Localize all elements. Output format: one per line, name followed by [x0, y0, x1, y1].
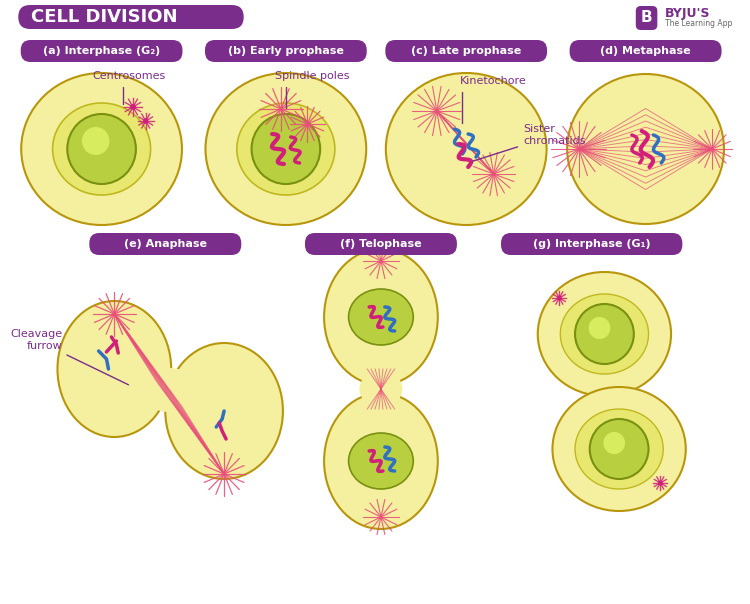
Circle shape — [130, 104, 136, 110]
Ellipse shape — [538, 272, 671, 396]
FancyBboxPatch shape — [205, 40, 367, 62]
FancyBboxPatch shape — [501, 233, 682, 255]
Text: (g) Interphase (G₁): (g) Interphase (G₁) — [532, 239, 650, 249]
Ellipse shape — [560, 294, 649, 374]
Circle shape — [557, 296, 562, 300]
Ellipse shape — [359, 371, 403, 407]
Text: (c) Late prophase: (c) Late prophase — [411, 46, 521, 56]
Circle shape — [251, 114, 320, 184]
FancyBboxPatch shape — [569, 40, 722, 62]
Text: (e) Anaphase: (e) Anaphase — [124, 239, 207, 249]
Circle shape — [575, 304, 634, 364]
Ellipse shape — [349, 433, 413, 489]
Text: Centrosomes: Centrosomes — [92, 71, 166, 104]
Circle shape — [604, 433, 624, 453]
Text: B: B — [640, 10, 652, 25]
FancyBboxPatch shape — [305, 233, 457, 255]
Text: CELL DIVISION: CELL DIVISION — [31, 8, 178, 26]
Ellipse shape — [206, 73, 366, 225]
Circle shape — [68, 114, 136, 184]
Text: The Learning App: The Learning App — [665, 19, 733, 28]
Ellipse shape — [165, 343, 283, 479]
Text: Kinetochore: Kinetochore — [460, 76, 527, 123]
Ellipse shape — [567, 74, 724, 224]
Circle shape — [590, 419, 649, 479]
Ellipse shape — [575, 409, 663, 489]
Ellipse shape — [58, 301, 171, 437]
Text: Spindle poles: Spindle poles — [275, 71, 350, 108]
FancyBboxPatch shape — [636, 6, 657, 30]
Text: (d) Metaphase: (d) Metaphase — [600, 46, 691, 56]
Ellipse shape — [349, 289, 413, 345]
Circle shape — [590, 318, 609, 338]
FancyBboxPatch shape — [18, 5, 244, 29]
Circle shape — [143, 118, 148, 123]
Text: Cleavage
furrow: Cleavage furrow — [10, 329, 128, 385]
FancyBboxPatch shape — [21, 40, 182, 62]
Ellipse shape — [386, 73, 547, 225]
Ellipse shape — [140, 368, 199, 412]
Text: (a) Interphase (G₂): (a) Interphase (G₂) — [43, 46, 160, 56]
Ellipse shape — [553, 387, 686, 511]
Ellipse shape — [21, 73, 182, 225]
Text: BYJU'S: BYJU'S — [665, 7, 711, 21]
Ellipse shape — [324, 393, 438, 529]
Circle shape — [658, 481, 662, 485]
Ellipse shape — [237, 103, 334, 195]
FancyBboxPatch shape — [386, 40, 547, 62]
Circle shape — [82, 127, 110, 155]
Text: (f) Telophase: (f) Telophase — [340, 239, 422, 249]
Text: (b) Early prophase: (b) Early prophase — [228, 46, 344, 56]
FancyBboxPatch shape — [89, 233, 242, 255]
Text: Sister
chromatids: Sister chromatids — [472, 124, 586, 161]
Ellipse shape — [53, 103, 151, 195]
Ellipse shape — [324, 249, 438, 385]
